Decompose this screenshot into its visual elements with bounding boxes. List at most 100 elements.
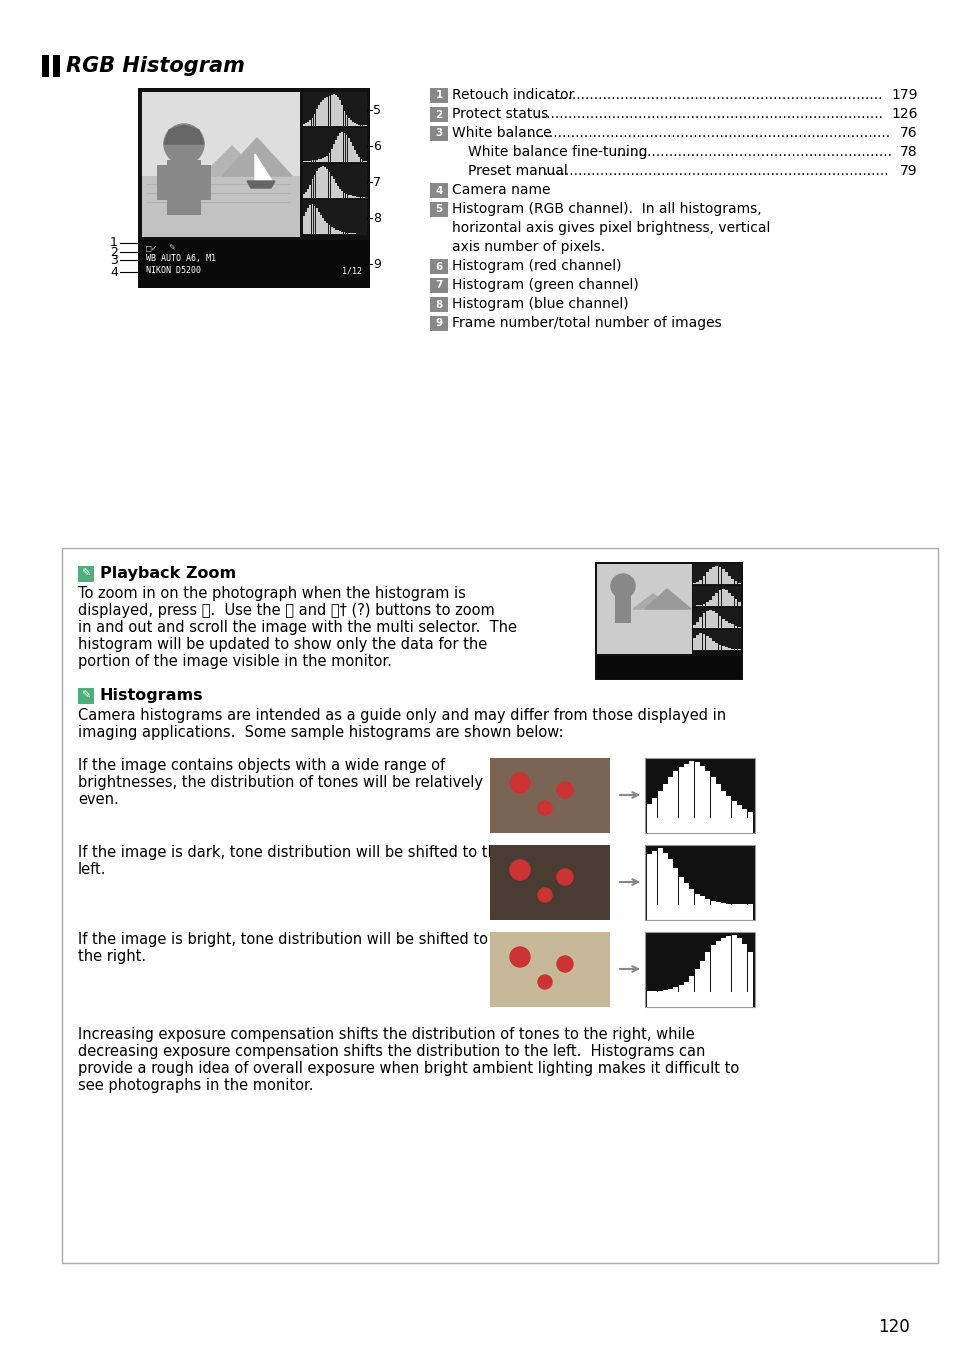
Bar xyxy=(324,157,326,162)
Bar xyxy=(317,168,319,197)
Bar xyxy=(731,625,734,627)
Bar xyxy=(336,230,338,234)
Text: Protect status: Protect status xyxy=(452,107,548,120)
Bar xyxy=(705,611,708,627)
Bar xyxy=(341,131,343,162)
Bar xyxy=(343,111,345,126)
Bar xyxy=(644,845,754,919)
Bar xyxy=(312,161,313,162)
Text: 4: 4 xyxy=(435,185,442,196)
Bar xyxy=(326,169,328,197)
Polygon shape xyxy=(633,594,672,608)
Text: 5: 5 xyxy=(435,204,442,215)
Bar xyxy=(333,95,335,126)
Text: 9: 9 xyxy=(373,257,380,270)
Text: 6: 6 xyxy=(435,261,442,272)
Text: 3: 3 xyxy=(110,254,118,266)
Bar xyxy=(305,123,307,126)
Bar xyxy=(303,216,305,234)
Bar xyxy=(689,890,694,904)
Bar xyxy=(731,596,734,606)
Bar xyxy=(721,619,724,627)
Bar xyxy=(646,853,651,904)
Text: ✎: ✎ xyxy=(81,691,91,700)
Bar xyxy=(352,146,354,162)
Bar xyxy=(727,623,730,627)
Bar xyxy=(62,548,937,1263)
Text: White balance: White balance xyxy=(452,126,551,141)
Bar xyxy=(307,189,309,197)
Text: histogram will be updated to show only the data for the: histogram will be updated to show only t… xyxy=(78,637,487,652)
Bar xyxy=(731,649,734,650)
Bar xyxy=(317,105,319,126)
Bar xyxy=(700,961,704,992)
Bar xyxy=(42,55,49,77)
Bar xyxy=(312,180,313,197)
Bar xyxy=(356,154,357,162)
Bar xyxy=(597,656,740,679)
Bar xyxy=(157,165,167,200)
Text: ...............................................................................: ........................................… xyxy=(543,164,888,178)
Bar xyxy=(699,580,701,584)
Circle shape xyxy=(510,860,530,880)
Bar xyxy=(201,165,211,200)
Bar xyxy=(692,585,740,607)
Bar xyxy=(328,153,330,162)
Bar xyxy=(430,279,448,293)
Bar xyxy=(312,204,313,234)
Bar xyxy=(715,902,720,904)
Bar xyxy=(734,599,737,606)
Bar xyxy=(305,192,307,197)
Bar xyxy=(673,771,678,818)
Bar xyxy=(646,818,752,833)
Bar xyxy=(309,206,311,234)
Bar xyxy=(358,157,360,162)
Bar xyxy=(737,626,740,627)
Bar xyxy=(662,990,667,992)
Text: 7: 7 xyxy=(373,176,380,188)
Text: 8: 8 xyxy=(373,211,380,224)
Text: If the image contains objects with a wide range of: If the image contains objects with a wid… xyxy=(78,758,445,773)
Bar xyxy=(315,160,317,162)
Bar xyxy=(741,944,746,992)
Bar xyxy=(644,758,754,833)
Bar xyxy=(657,791,662,818)
Circle shape xyxy=(164,124,204,164)
Bar xyxy=(644,932,754,1007)
Bar xyxy=(317,212,319,234)
Text: Histogram (red channel): Histogram (red channel) xyxy=(452,260,620,273)
Bar xyxy=(348,138,349,162)
Bar xyxy=(701,604,705,606)
Bar xyxy=(343,233,345,234)
Text: Retouch indicator: Retouch indicator xyxy=(452,88,574,101)
Bar xyxy=(314,114,315,126)
Bar xyxy=(345,135,347,162)
Circle shape xyxy=(537,975,552,990)
Bar xyxy=(309,120,311,126)
Bar xyxy=(352,122,354,126)
Bar xyxy=(715,566,718,584)
Bar xyxy=(78,566,94,581)
Bar xyxy=(696,622,699,627)
Bar xyxy=(430,297,448,312)
Bar xyxy=(731,800,736,818)
Text: 1: 1 xyxy=(110,237,118,250)
Bar xyxy=(737,806,741,818)
Text: 76: 76 xyxy=(900,126,917,141)
Text: NIKON D5200: NIKON D5200 xyxy=(599,667,640,672)
Bar xyxy=(724,648,727,650)
Bar xyxy=(712,641,715,650)
Text: Histograms: Histograms xyxy=(100,688,203,703)
Bar xyxy=(333,228,335,234)
Bar xyxy=(710,900,715,904)
Bar xyxy=(348,118,349,126)
Bar xyxy=(715,784,720,818)
Text: ................................................................: ........................................… xyxy=(613,145,892,160)
Text: To zoom in on the photograph when the histogram is: To zoom in on the photograph when the hi… xyxy=(78,585,465,602)
Bar xyxy=(314,174,315,197)
Bar xyxy=(326,96,328,126)
Bar xyxy=(692,564,740,585)
Text: 8: 8 xyxy=(435,300,442,310)
Bar xyxy=(331,95,333,126)
Bar xyxy=(305,212,307,234)
